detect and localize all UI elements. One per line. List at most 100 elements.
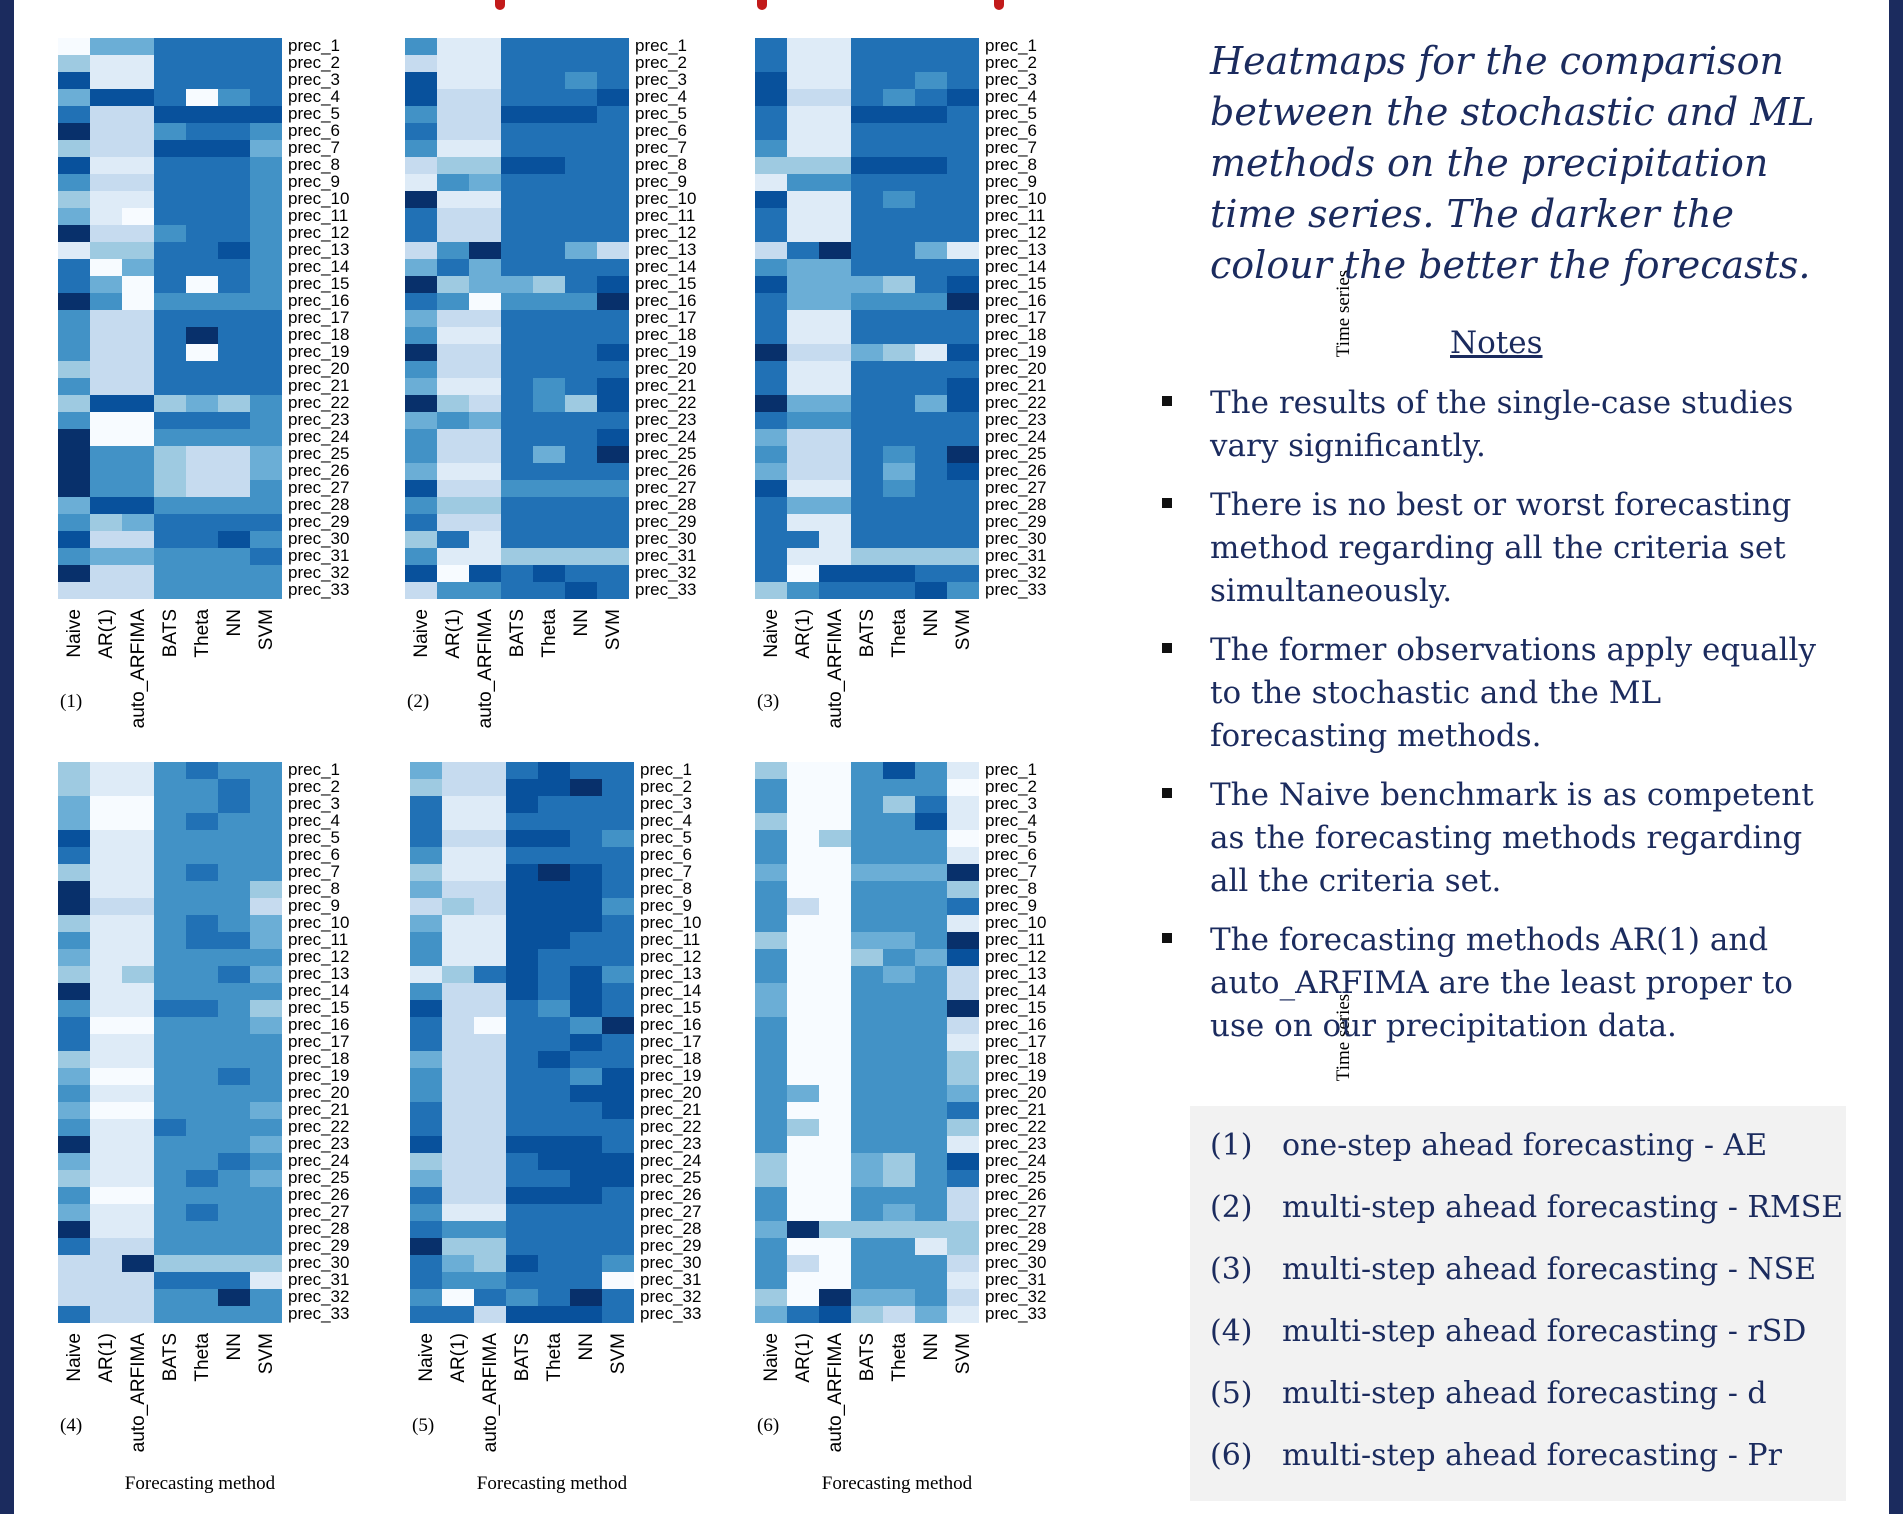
heatmap-cell — [915, 864, 947, 881]
heatmap-cell — [474, 762, 506, 779]
heatmap-cell — [787, 259, 819, 276]
row-label: prec_10 — [635, 189, 696, 208]
row-label: prec_25 — [985, 444, 1046, 463]
heatmap-cell — [883, 293, 915, 310]
heatmap-cell — [186, 1102, 218, 1119]
heatmap-cell — [442, 796, 474, 813]
heatmap-cell — [90, 1119, 122, 1136]
heatmap-cell — [851, 1136, 883, 1153]
heatmap-cell — [437, 208, 469, 225]
heatmap-cell — [186, 480, 218, 497]
heatmap-cell — [186, 276, 218, 293]
heatmap-cell — [915, 344, 947, 361]
heatmap-cell — [787, 89, 819, 106]
heatmap-cell — [186, 463, 218, 480]
heatmap-cell — [851, 208, 883, 225]
heatmap-cell — [915, 1051, 947, 1068]
heatmap-cell — [154, 1221, 186, 1238]
heatmap-cell — [565, 565, 597, 582]
heatmap-cell — [410, 1017, 442, 1034]
heatmap-cell — [58, 864, 90, 881]
heatmap-cell — [90, 915, 122, 932]
heatmap-cell — [250, 1119, 282, 1136]
heatmap-cell — [90, 72, 122, 89]
heatmap-cell — [250, 514, 282, 531]
heatmap-cell — [501, 191, 533, 208]
heatmap-cell — [597, 344, 629, 361]
heatmap-cell — [506, 1238, 538, 1255]
heatmap-cell — [90, 140, 122, 157]
heatmap-cell — [602, 1306, 634, 1323]
heatmap-cell — [122, 1068, 154, 1085]
heatmap-cell — [186, 497, 218, 514]
heatmap-cell — [533, 463, 565, 480]
column-label: Naive — [761, 1333, 782, 1382]
heatmap-cell — [947, 582, 979, 599]
heatmap-cell — [469, 548, 501, 565]
heatmap-cell — [915, 412, 947, 429]
heatmap-cell — [755, 1017, 787, 1034]
heatmap-cell — [947, 497, 979, 514]
heatmap-cell — [915, 1085, 947, 1102]
heatmap-cell — [90, 1187, 122, 1204]
heatmap-cell — [915, 1289, 947, 1306]
heatmap-cell — [819, 932, 851, 949]
heatmap-cell — [58, 1238, 90, 1255]
heatmap-cell — [851, 378, 883, 395]
heatmap-cell — [437, 106, 469, 123]
heatmap-cell — [218, 378, 250, 395]
heatmap-cell — [915, 191, 947, 208]
heatmap-cell — [506, 1000, 538, 1017]
heatmap-cell — [250, 259, 282, 276]
heatmap-cell — [122, 344, 154, 361]
heatmap-cell — [186, 898, 218, 915]
heatmap-cell — [819, 123, 851, 140]
heatmap-cell — [538, 1102, 570, 1119]
column-label: AR(1) — [443, 609, 464, 659]
heatmap-cell — [915, 582, 947, 599]
heatmap-cell — [442, 1068, 474, 1085]
row-label: prec_2 — [985, 777, 1037, 796]
heatmap-cell — [154, 531, 186, 548]
heatmap-cell — [787, 932, 819, 949]
heatmap-cell — [570, 1068, 602, 1085]
row-label: prec_28 — [985, 1219, 1046, 1238]
heatmap-cell — [122, 1034, 154, 1051]
heatmap-cell — [218, 1000, 250, 1017]
heatmap-cell — [883, 932, 915, 949]
heatmap-cell — [122, 514, 154, 531]
heatmap-cell — [154, 1051, 186, 1068]
heatmap-cell — [154, 480, 186, 497]
heatmap-cell — [565, 327, 597, 344]
heatmap-cell — [755, 565, 787, 582]
panel-label: (5) — [412, 1415, 434, 1436]
heatmap-cell — [154, 310, 186, 327]
heatmap-cell — [250, 1221, 282, 1238]
heatmap-cell — [883, 1017, 915, 1034]
heatmap-cell — [755, 582, 787, 599]
column-label: NN — [224, 609, 245, 636]
column-label: Theta — [192, 609, 213, 658]
heatmap-cell — [602, 796, 634, 813]
row-label: prec_18 — [985, 325, 1046, 344]
heatmap-cell — [90, 497, 122, 514]
legend-text: one-step ahead forecasting - AE — [1282, 1128, 1768, 1163]
heatmap-cell — [90, 531, 122, 548]
heatmap-cell — [819, 1170, 851, 1187]
row-label: prec_26 — [640, 1185, 701, 1204]
heatmap-cell — [506, 1306, 538, 1323]
heatmap-cell — [602, 762, 634, 779]
heatmap-cell — [533, 140, 565, 157]
heatmap-cell — [122, 1136, 154, 1153]
heatmap-cell — [565, 38, 597, 55]
heatmap-cell — [538, 932, 570, 949]
heatmap-cell — [186, 864, 218, 881]
heatmap-cell — [58, 1034, 90, 1051]
heatmap-cell — [947, 72, 979, 89]
heatmap-cell — [851, 531, 883, 548]
heatmap-cell — [883, 514, 915, 531]
heatmap-cell — [122, 310, 154, 327]
heatmap-cell — [851, 344, 883, 361]
column-label: BATS — [512, 1333, 533, 1381]
heatmap-cell — [437, 412, 469, 429]
